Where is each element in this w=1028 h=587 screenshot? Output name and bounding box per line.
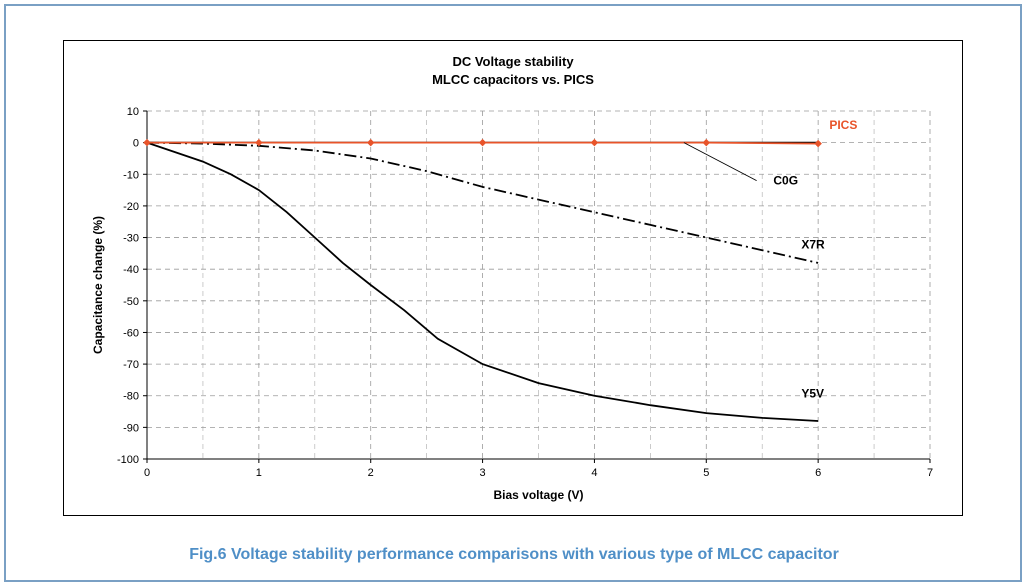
chart-title: DC Voltage stability <box>452 54 574 69</box>
annotation-x7r: X7R <box>801 238 825 252</box>
y-tick-label: -50 <box>123 296 139 308</box>
y-tick-label: -60 <box>123 327 139 339</box>
y-tick-label: -30 <box>123 233 139 245</box>
y-tick-label: -20 <box>123 201 139 213</box>
y-tick-label: -80 <box>123 391 139 403</box>
x-tick-label: 2 <box>368 467 374 479</box>
annotation-pics: PICS <box>829 118 857 132</box>
x-tick-label: 6 <box>815 467 821 479</box>
figure-frame <box>4 4 1022 582</box>
figure-caption: Fig.6 Voltage stability performance comp… <box>189 546 839 563</box>
y-tick-label: -70 <box>123 359 139 371</box>
x-tick-label: 7 <box>927 467 933 479</box>
data-point-pics <box>143 138 151 147</box>
annotation-y5v: Y5V <box>801 386 824 400</box>
x-tick-label: 0 <box>144 467 150 479</box>
data-point-pics <box>366 138 375 147</box>
x-axis-label: Bias voltage (V) <box>493 488 583 502</box>
y-tick-label: 0 <box>133 138 139 150</box>
x-tick-label: 4 <box>591 467 597 479</box>
y-tick-label: -100 <box>117 454 139 466</box>
chart-container: DC Voltage stability MLCC capacitors vs.… <box>63 40 963 516</box>
x-tick-label: 5 <box>703 467 709 479</box>
data-point-pics <box>814 139 822 148</box>
data-point-pics <box>590 138 599 147</box>
y-tick-label: 10 <box>127 106 139 118</box>
x-tick-label: 3 <box>480 467 486 479</box>
y-tick-label: -90 <box>123 422 139 434</box>
chart-subtitle: MLCC capacitors vs. PICS <box>432 72 594 87</box>
data-point-pics <box>702 138 711 147</box>
x-tick-label: 1 <box>256 467 262 479</box>
y-tick-label: -10 <box>123 169 139 181</box>
data-point-pics <box>478 138 487 147</box>
y-tick-label: -40 <box>123 264 139 276</box>
annotation-leader-c0g <box>683 142 757 181</box>
annotation-c0g: C0G <box>773 174 798 188</box>
line-chart: 0 1 2 3 4 5 6 7 10 0 -10 -20 -30 -40 -50 -60 -70 -80 -90 -1… <box>91 106 933 502</box>
series-line-y5v <box>146 141 819 422</box>
y-axis-label: Capacitance change (%) <box>91 216 105 354</box>
data-point-pics <box>255 138 263 147</box>
